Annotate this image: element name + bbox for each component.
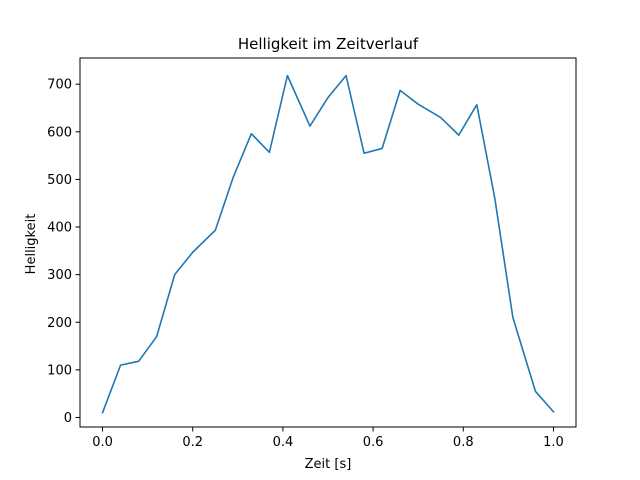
x-tick-label: 1.0 bbox=[543, 435, 564, 450]
y-tick-label: 0 bbox=[64, 411, 72, 426]
y-tick-label: 700 bbox=[47, 78, 72, 93]
y-tick-label: 400 bbox=[47, 221, 72, 236]
x-tick-label: 0.0 bbox=[92, 435, 113, 450]
y-tick-label: 600 bbox=[47, 125, 72, 140]
data-series-line bbox=[101, 74, 555, 414]
x-tick-label: 0.8 bbox=[453, 435, 474, 450]
x-tick-label: 0.6 bbox=[363, 435, 384, 450]
y-axis-label: Helligkeit bbox=[24, 214, 39, 275]
x-tick-label: 0.2 bbox=[182, 435, 203, 450]
plot-area-frame bbox=[79, 57, 577, 428]
chart-title: Helligkeit im Zeitverlauf bbox=[238, 35, 419, 53]
y-tick-label: 300 bbox=[47, 268, 72, 283]
y-tick-label: 100 bbox=[47, 363, 72, 378]
x-tick-label: 0.4 bbox=[273, 435, 294, 450]
y-tick-label: 200 bbox=[47, 316, 72, 331]
y-tick-label: 500 bbox=[47, 173, 72, 188]
x-axis-label: Zeit [s] bbox=[305, 457, 352, 472]
